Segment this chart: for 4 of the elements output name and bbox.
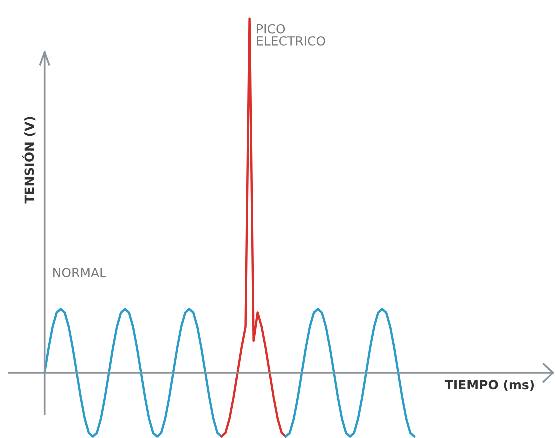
annotation: PICO ELECTRICO — [257, 24, 326, 46]
annotation: NORMAL — [54, 268, 106, 278]
x-axis-title: TIEMPO (ms) — [444, 380, 534, 392]
y-axis-title: TENSIÓN (V) — [22, 117, 36, 204]
